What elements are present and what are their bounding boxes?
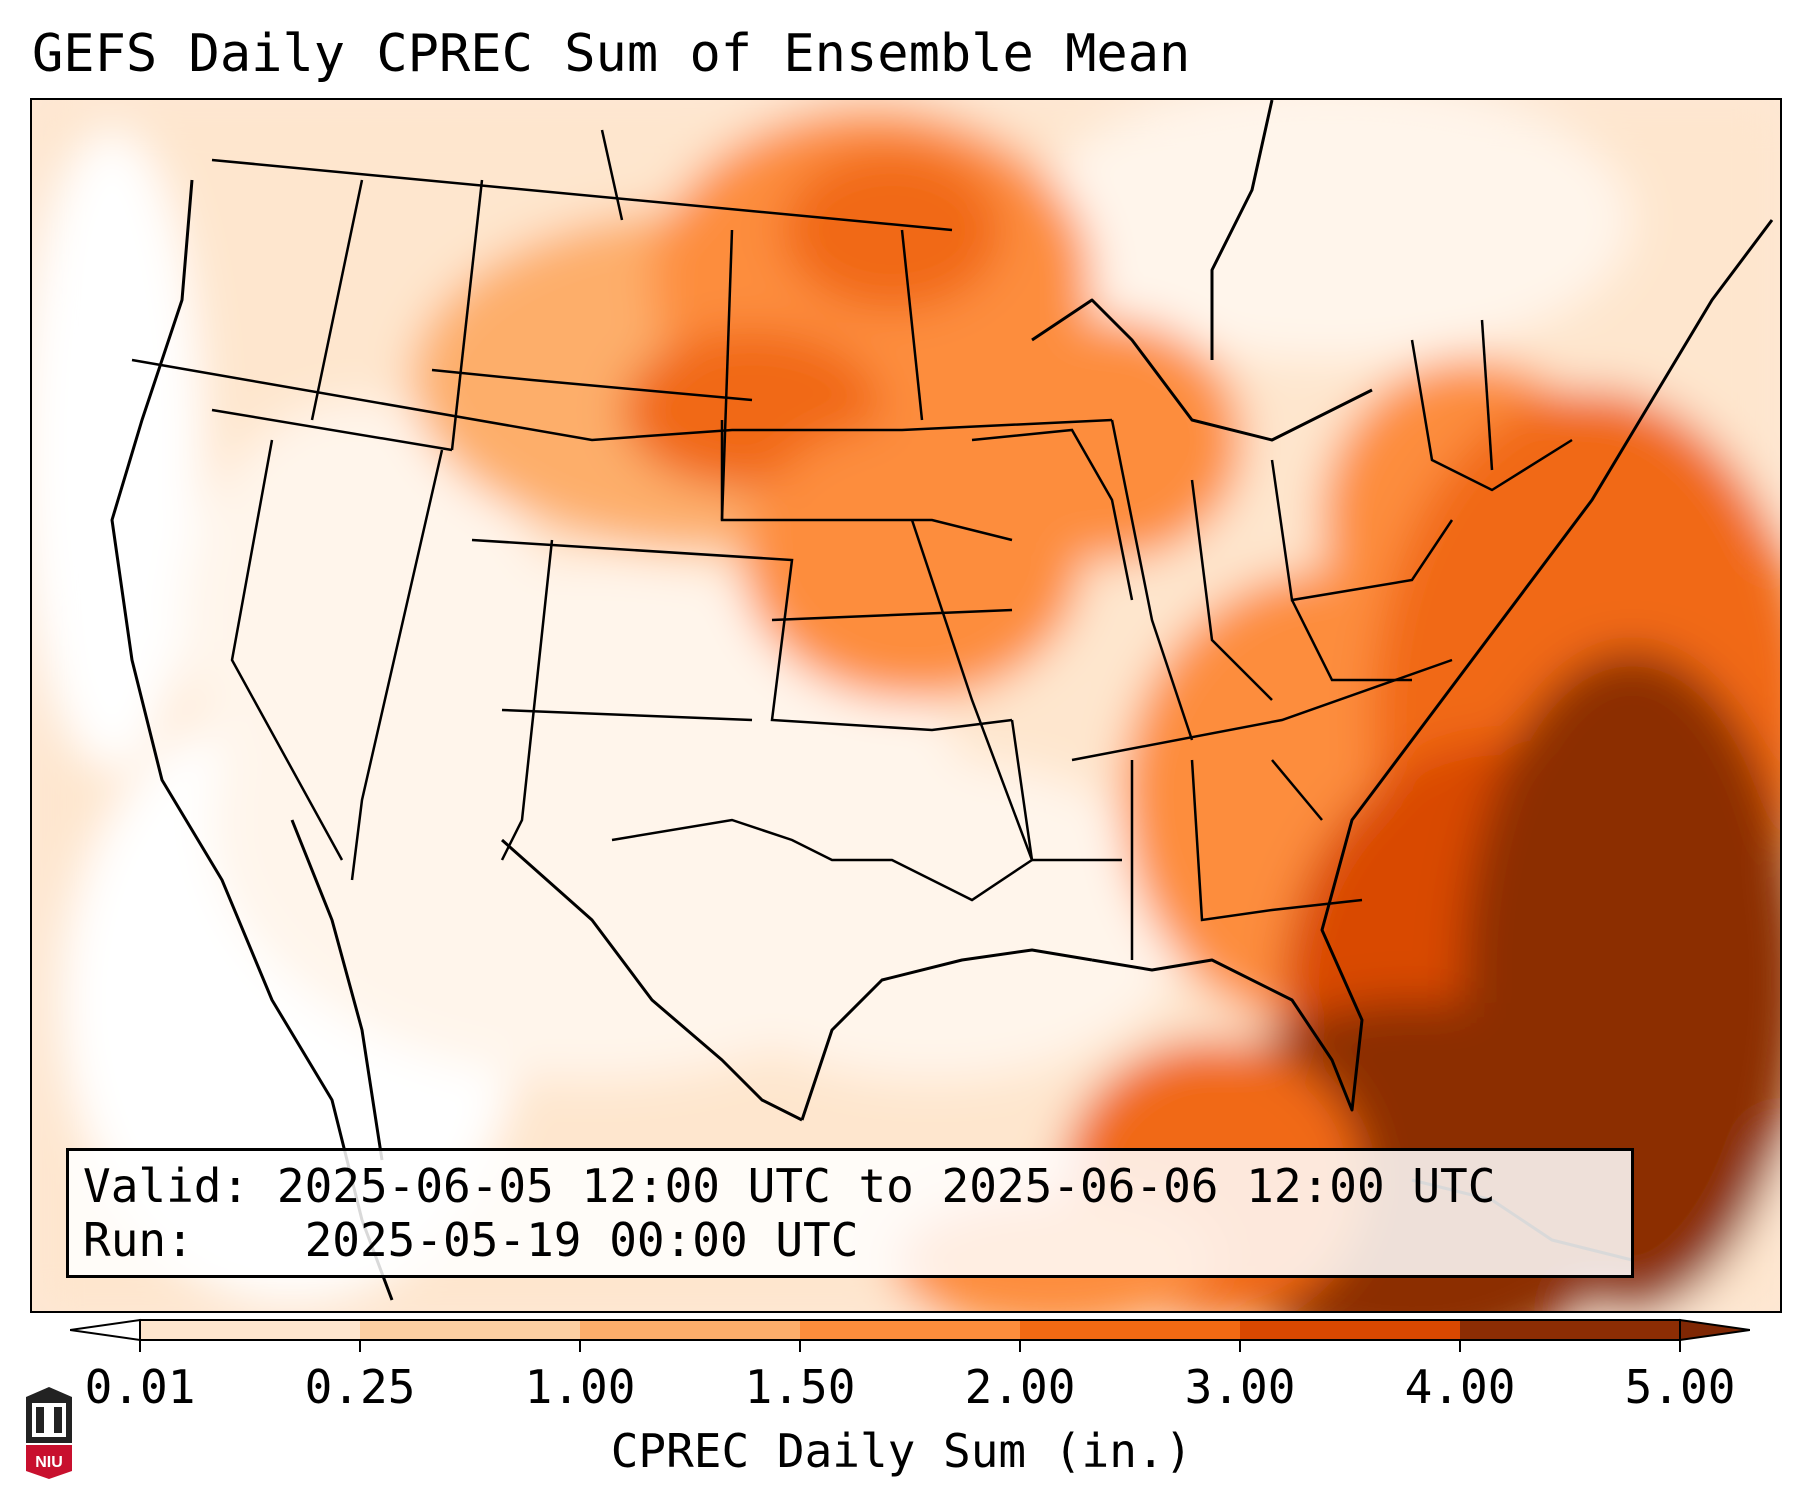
precipitation-map [30, 98, 1782, 1313]
colorbar-segments [70, 1318, 1750, 1352]
colorbar-tick-label: 0.25 [304, 1360, 416, 1414]
valid-value: 2025-06-05 12:00 UTC to 2025-06-06 12:00… [276, 1159, 1496, 1213]
colorbar-segment [1460, 1320, 1681, 1340]
colorbar-under-extension [70, 1318, 141, 1342]
colorbar-segment [360, 1320, 581, 1340]
state-borders [131, 129, 1573, 960]
colorbar-over-extension [1679, 1318, 1750, 1342]
colorbar-tick-label: 1.50 [744, 1360, 856, 1414]
colorbar-label: CPREC Daily Sum (in.) [610, 1424, 1193, 1478]
niu-logo-icon: NIU [26, 1387, 72, 1479]
colorbar-segment [1240, 1320, 1461, 1340]
colorbar-segment [1020, 1320, 1241, 1340]
map-canvas [32, 100, 1780, 1311]
colorbar-tick-label: 4.00 [1404, 1360, 1516, 1414]
run-label: Run: [83, 1213, 194, 1267]
coastlines [110, 100, 1774, 1301]
colorbar-segment [800, 1320, 1021, 1340]
svg-text:NIU: NIU [35, 1454, 63, 1471]
colorbar-tick-label: 3.00 [1184, 1360, 1296, 1414]
map-title: GEFS Daily CPREC Sum of Ensemble Mean [32, 24, 1191, 84]
colorbar-segment [140, 1320, 361, 1340]
precip-field [32, 100, 1780, 1311]
run-value: 2025-05-19 00:00 UTC [304, 1213, 859, 1267]
validity-info-box: Valid: 2025-06-05 12:00 UTC to 2025-06-0… [66, 1148, 1634, 1278]
colorbar-tick-label: 2.00 [964, 1360, 1076, 1414]
colorbar [70, 1318, 1750, 1352]
colorbar-tick-label: 5.00 [1624, 1360, 1736, 1414]
valid-label: Valid: [83, 1159, 250, 1213]
colorbar-tick-label: 0.01 [84, 1360, 196, 1414]
colorbar-segment [580, 1320, 801, 1340]
colorbar-outline [139, 1319, 1681, 1341]
colorbar-tick-label: 1.00 [524, 1360, 636, 1414]
